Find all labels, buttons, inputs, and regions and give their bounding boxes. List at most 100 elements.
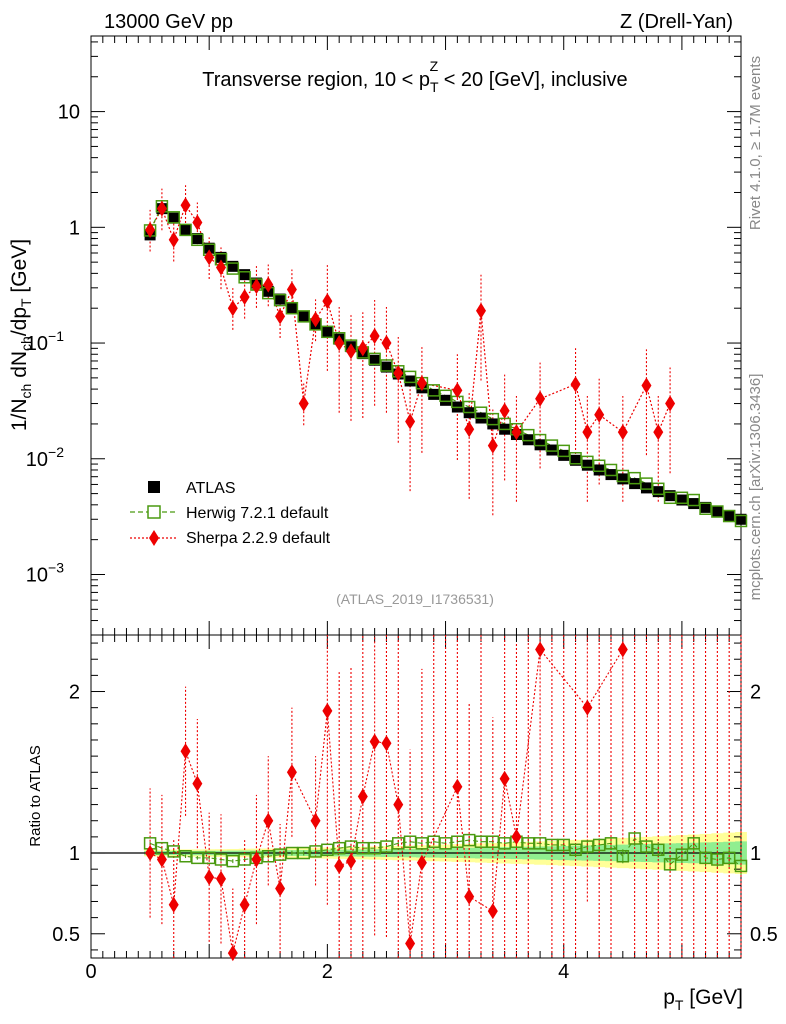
- sherpa-ratio-point: [416, 854, 427, 871]
- herwig-point: [663, 491, 677, 505]
- herwig-ratio-point: [604, 837, 618, 850]
- herwig-ratio-point: [273, 848, 287, 861]
- ratio-xtick-label: 2: [322, 961, 333, 983]
- rivet-label: Rivet 4.1.0, ≥ 1.7M events: [747, 56, 764, 230]
- herwig-ratio-point: [628, 832, 641, 845]
- atlas-point: [593, 464, 605, 476]
- sherpa-point: [275, 308, 286, 325]
- herwig-ratio-point: [687, 837, 700, 850]
- sherpa-point: [665, 395, 676, 412]
- sherpa-point: [381, 335, 392, 352]
- sherpa-ratio-point: [369, 733, 380, 750]
- sherpa-ratio-point: [286, 764, 297, 781]
- herwig-ratio-point: [415, 837, 429, 850]
- herwig-point: [699, 502, 712, 515]
- herwig-ratio-point: [179, 850, 192, 863]
- herwig-ratio-point: [368, 841, 381, 855]
- ratio-xtick-label: 4: [558, 961, 569, 983]
- herwig-ratio-point: [297, 846, 310, 860]
- atlas-point: [440, 394, 452, 406]
- sherpa-ratio-point: [263, 812, 274, 829]
- chart-title-before: Transverse region, 10 < p: [202, 69, 430, 91]
- ratio-axis-ticks: 2 21 10.5 0.50 2 4: [52, 635, 778, 983]
- herwig-point: [285, 301, 299, 315]
- herwig-ratio-point: [545, 838, 559, 852]
- herwig-ratio-point: [640, 840, 653, 853]
- atlas-point: [180, 224, 192, 236]
- sherpa-ratio-point: [487, 903, 498, 920]
- atlas-point: [203, 242, 215, 254]
- ratio-ylabel: Ratio to ATLAS: [27, 745, 44, 846]
- herwig-point: [238, 271, 251, 284]
- herwig-ratio-point: [380, 840, 393, 853]
- atlas-point: [570, 454, 582, 466]
- sherpa-point: [594, 406, 605, 423]
- main-ytick-label: 1: [69, 217, 80, 239]
- main-series: [143, 185, 748, 528]
- sherpa-ratio-point: [180, 743, 191, 760]
- legend-herwig: Herwig 7.2.1 default: [130, 505, 329, 522]
- sherpa-point: [617, 424, 628, 441]
- herwig-point: [545, 439, 559, 452]
- sherpa-point: [298, 395, 309, 412]
- herwig-ratio-point: [262, 850, 275, 863]
- sherpa-point: [145, 221, 156, 238]
- herwig-point: [711, 505, 724, 518]
- main-ytick-label: 10−3: [26, 559, 64, 586]
- sherpa-point: [369, 328, 380, 345]
- atlas-point: [723, 510, 735, 522]
- herwig-ratio-point: [214, 853, 228, 866]
- sherpa-point: [464, 421, 475, 438]
- sherpa-ratio-point: [357, 788, 368, 805]
- herwig-point: [191, 233, 204, 247]
- herwig-ratio-point: [309, 845, 322, 858]
- herwig-ratio-point: [486, 835, 500, 848]
- herwig-point: [675, 491, 689, 505]
- sherpa-point: [192, 214, 203, 231]
- atlas-point: [522, 434, 534, 446]
- herwig-ratio-point: [356, 841, 370, 855]
- atlas-point: [735, 513, 747, 525]
- ratio-ytick-label: 1: [69, 843, 80, 865]
- header-right: Z (Drell-Yan): [620, 11, 733, 33]
- sherpa-point: [168, 231, 179, 248]
- herwig-point: [687, 493, 700, 507]
- herwig-ratio-point: [734, 859, 748, 873]
- sherpa-ratio-point: [405, 935, 416, 952]
- legend-herwig-marker: [147, 505, 161, 519]
- herwig-point: [557, 444, 570, 458]
- sherpa-point: [393, 365, 404, 382]
- sherpa-ratio-point: [275, 880, 286, 897]
- herwig-point: [616, 469, 630, 483]
- atlas-point: [581, 459, 593, 471]
- sherpa-point: [239, 288, 250, 305]
- herwig-point: [474, 406, 488, 419]
- herwig-ratio-point: [522, 837, 535, 850]
- sherpa-point: [511, 424, 522, 441]
- herwig-point: [462, 400, 476, 414]
- sherpa-point: [346, 343, 356, 360]
- main-ylabel: 1/Nch dNch/dpT [GeV]: [8, 239, 34, 431]
- chart-title: Transverse region, 10 < pTZ < 20 [GeV], …: [202, 58, 627, 95]
- herwig-ratio-point: [592, 838, 606, 852]
- sherpa-line: [149, 203, 671, 446]
- herwig-ratio-point: [652, 843, 665, 857]
- atlas-point: [239, 269, 251, 281]
- sherpa-point: [180, 197, 191, 214]
- herwig-ratio-point: [675, 848, 689, 861]
- herwig-point: [167, 211, 180, 224]
- sherpa-point: [452, 382, 463, 399]
- sherpa-point: [405, 413, 416, 430]
- analysis-tag: (ATLAS_2019_I1736531): [336, 591, 494, 607]
- herwig-ratio-point: [663, 858, 677, 871]
- ratio-xlabel: pT [GeV]: [663, 986, 743, 1013]
- sherpa-point: [653, 424, 664, 441]
- atlas-point: [534, 439, 546, 451]
- herwig-ratio-point: [569, 843, 582, 857]
- herwig-ratio-point: [332, 841, 346, 855]
- main-ytick-label: 10: [58, 102, 80, 124]
- atlas-point: [215, 251, 227, 263]
- main-ytick-label: 10−1: [26, 328, 64, 355]
- herwig-point: [368, 352, 381, 366]
